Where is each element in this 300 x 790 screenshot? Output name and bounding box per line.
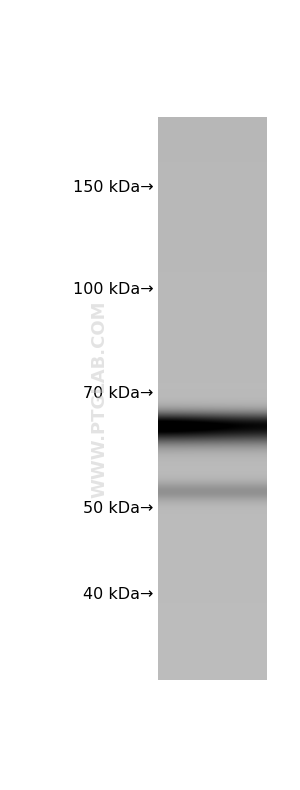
Text: 100 kDa→: 100 kDa→	[73, 282, 154, 297]
Text: 50 kDa→: 50 kDa→	[83, 501, 154, 516]
Text: 40 kDa→: 40 kDa→	[83, 587, 154, 602]
Text: 150 kDa→: 150 kDa→	[73, 179, 154, 194]
Text: 70 kDa→: 70 kDa→	[83, 386, 154, 401]
Text: WWW.PTGLAB.COM: WWW.PTGLAB.COM	[91, 300, 109, 498]
